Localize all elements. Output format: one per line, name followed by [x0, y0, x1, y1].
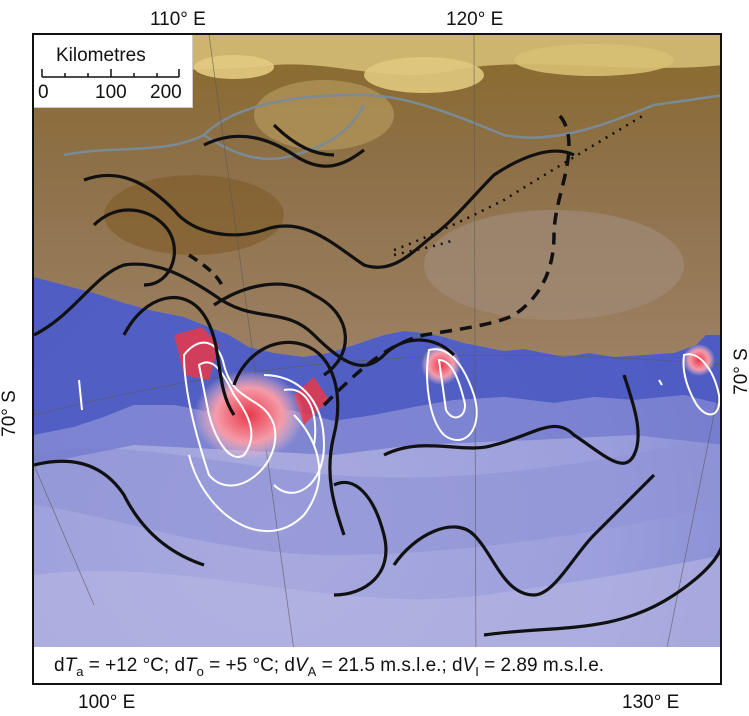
caption-d: d — [284, 655, 295, 676]
scale-bar-line — [41, 69, 180, 78]
caption-subscript: I — [475, 663, 479, 679]
map-panel: Kilometres 0 100 200 dTa = +12 °C; dTo =… — [32, 33, 722, 685]
caption-value: = +5 °C; — [203, 655, 285, 676]
caption-value: = +12 °C; — [83, 655, 175, 676]
temperature-contours — [34, 123, 720, 637]
scale-tick-0: 0 — [38, 82, 49, 103]
caption-box: dTa = +12 °C; dTo = +5 °C; dVA = 21.5 m.… — [34, 647, 720, 683]
caption-symbol: V — [462, 655, 476, 676]
lon-label-130: 130° E — [622, 692, 680, 713]
lon-label-120: 120° E — [446, 9, 504, 30]
land-patch — [424, 210, 684, 320]
land-patch — [104, 175, 284, 255]
lat-label-left: 70° S — [0, 390, 20, 437]
melt-region — [194, 370, 304, 460]
lat-label-right: 70° S — [730, 348, 749, 395]
scale-tick-200: 200 — [150, 82, 182, 103]
highland-patch — [514, 44, 674, 76]
map-canvas — [34, 35, 720, 683]
highland-patch — [364, 57, 484, 93]
lon-label-110: 110° E — [150, 9, 206, 30]
caption-value: = 21.5 m.s.l.e.; — [316, 655, 453, 676]
scale-tick-100: 100 — [95, 82, 127, 103]
caption-subscript: A — [307, 663, 317, 679]
lon-label-100: 100° E — [78, 692, 136, 713]
highland-patch — [194, 55, 274, 79]
graticule — [34, 35, 720, 683]
caption-d: d — [452, 655, 463, 676]
caption-symbol: V — [294, 655, 308, 676]
highland-patch — [254, 80, 394, 150]
caption-d: d — [54, 655, 65, 676]
caption: dTa = +12 °C; dTo = +5 °C; dVA = 21.5 m.… — [54, 655, 604, 679]
melt-contours — [78, 341, 720, 533]
dashed-contours — [188, 113, 645, 407]
caption-subscript: a — [76, 663, 84, 679]
caption-subscript: o — [196, 663, 204, 679]
caption-value: = 2.89 m.s.l.e. — [478, 655, 605, 676]
scale-bar-title: Kilometres — [56, 45, 146, 66]
caption-d: d — [174, 655, 186, 676]
scale-bar: Kilometres 0 100 200 — [34, 35, 193, 108]
caption-symbol: T — [185, 655, 197, 676]
caption-symbol: T — [64, 655, 77, 676]
melt-region — [683, 344, 715, 376]
